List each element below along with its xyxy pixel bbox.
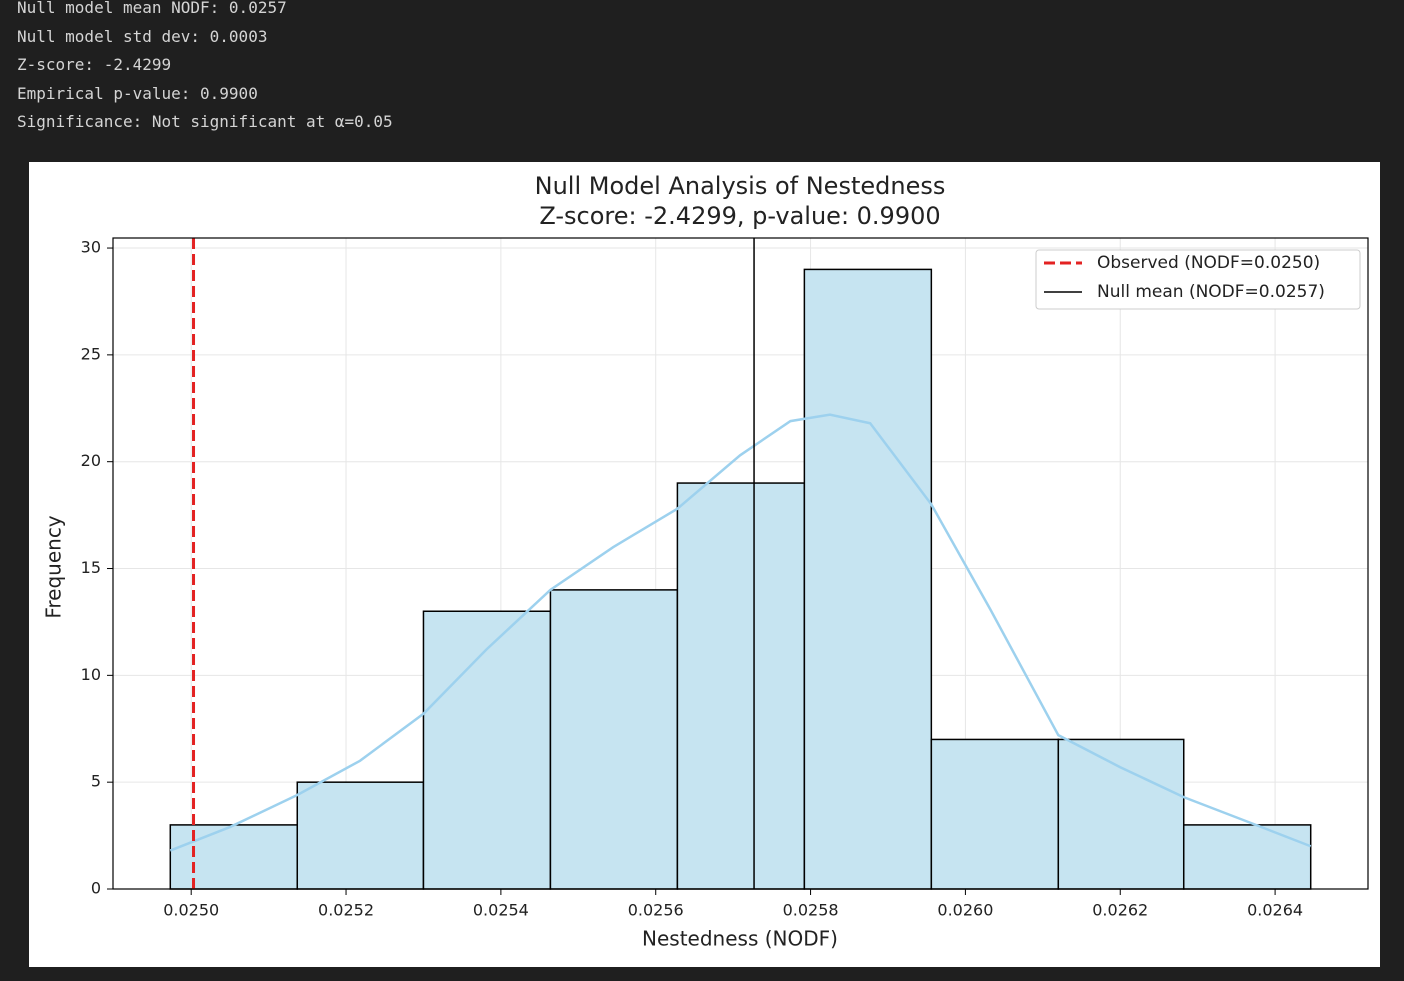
bar — [422, 610, 552, 890]
chart: Null Model Analysis of Nestedness Z-scor… — [29, 162, 1380, 967]
y-tick-label: 10 — [81, 665, 101, 684]
plot-frame — [112, 237, 1369, 890]
y-tick-label: 20 — [81, 451, 101, 470]
chart-title: Null Model Analysis of Nestedness — [535, 172, 946, 200]
y-tick-label: 25 — [81, 344, 101, 363]
x-tick-label: 0.0264 — [1247, 901, 1303, 920]
y-tick-label: 5 — [91, 772, 101, 791]
bar — [676, 482, 806, 890]
bar — [930, 738, 1060, 890]
x-axis-label: Nestedness (NODF) — [642, 927, 838, 951]
y-tick-label: 30 — [81, 238, 101, 257]
bar — [169, 824, 299, 890]
console-line: Z-score: -2.4299 — [17, 55, 172, 74]
x-tick-label: 0.0262 — [1092, 901, 1148, 920]
console-line: Empirical p-value: 0.9900 — [17, 83, 258, 103]
bar — [1057, 738, 1185, 890]
legend-label: Observed (NODF=0.0250) — [1097, 253, 1320, 273]
x-tick-label: 0.0250 — [163, 901, 219, 920]
x-tick-label: 0.0252 — [318, 901, 374, 920]
console-line: Null model mean NODF: 0.0257 — [17, 0, 287, 17]
bar — [549, 589, 679, 890]
x-tick-label: 0.0254 — [473, 901, 529, 920]
y-tick-label: 15 — [81, 558, 101, 577]
chart-subtitle: Z-score: -2.4299, p-value: 0.9900 — [539, 202, 940, 230]
bar — [296, 781, 425, 890]
bar — [1182, 824, 1312, 890]
x-tick-label: 0.0258 — [783, 901, 839, 920]
kde-line — [169, 413, 1312, 852]
legend-box — [1035, 249, 1361, 310]
console-line: Null model std dev: 0.0003 — [17, 26, 268, 46]
x-tick-label: 0.0260 — [937, 901, 993, 920]
y-axis-label: Frequency — [42, 515, 66, 618]
y-tick-label: 0 — [91, 879, 101, 898]
console-output: Null model mean NODF: 0.0257 Null model s… — [17, 0, 393, 142]
x-tick-label: 0.0256 — [628, 901, 684, 920]
legend-label: Null mean (NODF=0.0257) — [1097, 282, 1325, 302]
bar — [803, 268, 933, 890]
console-line: Significance: Not significant at α=0.05 — [17, 112, 393, 131]
